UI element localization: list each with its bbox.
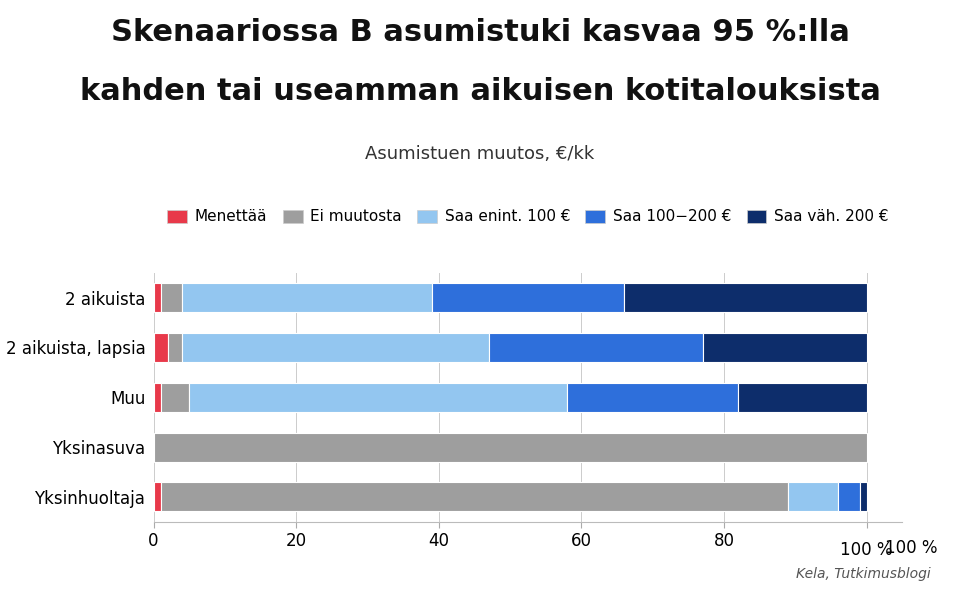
Bar	[788, 483, 838, 511]
Text: kahden tai useamman aikuisen kotitalouksista: kahden tai useamman aikuisen kotitalouks…	[80, 77, 880, 106]
Legend: Menettää, Ei muutosta, Saa enint. 100 €, Saa 100−200 €, Saa väh. 200 €: Menettää, Ei muutosta, Saa enint. 100 €,…	[161, 203, 895, 231]
Bar	[738, 383, 867, 412]
Bar	[182, 283, 432, 312]
Bar	[160, 283, 182, 312]
Bar	[154, 333, 168, 362]
Bar	[160, 383, 189, 412]
Bar	[154, 383, 160, 412]
Bar	[432, 283, 624, 312]
Bar	[189, 383, 567, 412]
Bar	[624, 283, 867, 312]
Bar	[154, 433, 867, 461]
Text: Skenaariossa B asumistuki kasvaa 95 %:lla: Skenaariossa B asumistuki kasvaa 95 %:ll…	[110, 18, 850, 47]
Bar	[838, 483, 859, 511]
Bar	[154, 483, 160, 511]
Bar	[182, 333, 489, 362]
Bar	[160, 483, 788, 511]
Bar	[703, 333, 867, 362]
Text: Kela, Tutkimusblogi: Kela, Tutkimusblogi	[797, 567, 931, 581]
Bar	[168, 333, 182, 362]
Text: 100 %: 100 %	[841, 541, 893, 559]
Bar	[567, 383, 738, 412]
Text: Asumistuen muutos, €/kk: Asumistuen muutos, €/kk	[366, 145, 594, 163]
Bar	[859, 483, 867, 511]
Text: 100 %: 100 %	[884, 539, 937, 557]
Bar	[154, 283, 160, 312]
Bar	[489, 333, 703, 362]
